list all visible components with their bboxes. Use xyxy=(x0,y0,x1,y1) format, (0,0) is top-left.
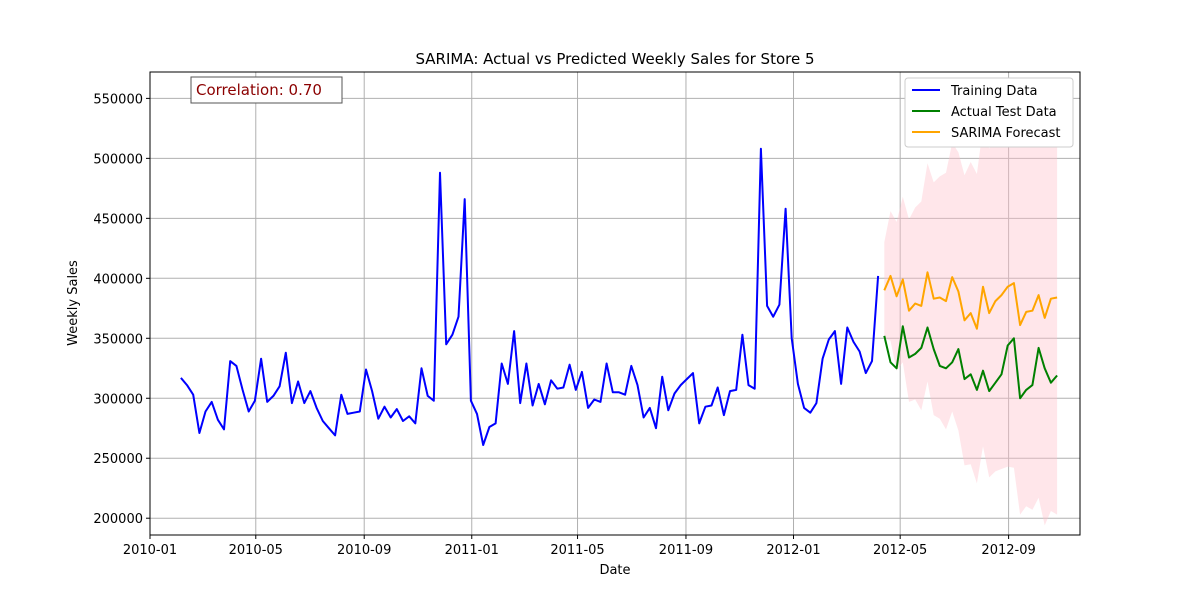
y-tick-label: 200000 xyxy=(93,512,143,527)
correlation-annotation: Correlation: 0.70 xyxy=(190,76,343,104)
x-tick-label: 2010-01 xyxy=(123,543,177,558)
x-axis-label: Date xyxy=(599,563,630,578)
legend-label-training: Training Data xyxy=(950,84,1037,99)
forecast-confidence-band xyxy=(884,80,1058,526)
legend-box xyxy=(904,77,1074,148)
x-tick-label: 2011-01 xyxy=(445,543,499,558)
y-tick-label: 250000 xyxy=(93,452,143,467)
x-axis-ticks: 2010-01 2010-05 2010-09 2011-01 2011-05 2011-… xyxy=(123,535,1036,558)
grid xyxy=(149,72,1080,535)
x-tick-label: 2012-05 xyxy=(873,543,927,558)
y-tick-label: 350000 xyxy=(93,332,143,347)
x-tick-label: 2011-05 xyxy=(550,543,604,558)
legend-label-actual: Actual Test Data xyxy=(951,105,1057,120)
y-tick-label: 300000 xyxy=(93,392,143,407)
x-tick-label: 2012-01 xyxy=(766,543,820,558)
y-tick-label: 400000 xyxy=(93,272,143,287)
x-tick-label: 2011-09 xyxy=(659,543,713,558)
training-data-line xyxy=(180,147,880,446)
sarima-forecast-line xyxy=(883,271,1058,330)
legend: Training Data Actual Test Data SARIMA Fo… xyxy=(904,77,1074,148)
chart-title: SARIMA: Actual vs Predicted Weekly Sales… xyxy=(415,50,814,68)
y-axis-label: Weekly Sales xyxy=(66,260,81,346)
legend-label-forecast: SARIMA Forecast xyxy=(951,126,1061,141)
x-tick-label: 2012-09 xyxy=(981,543,1035,558)
x-tick-label: 2010-05 xyxy=(229,543,283,558)
y-axis-ticks: 200000 250000 300000 350000 400000 450000 5000… xyxy=(93,92,150,527)
y-tick-label: 450000 xyxy=(93,212,143,227)
y-tick-label: 550000 xyxy=(93,92,143,107)
annotation-box xyxy=(190,76,343,104)
confidence-band-layer xyxy=(884,80,1058,526)
series-layer xyxy=(180,147,1058,446)
annotation-text: Correlation: 0.70 xyxy=(196,81,322,99)
y-tick-label: 500000 xyxy=(93,152,143,167)
actual-test-data-line xyxy=(883,325,1058,400)
x-tick-label: 2010-09 xyxy=(337,543,391,558)
plot-frame xyxy=(149,71,1081,536)
